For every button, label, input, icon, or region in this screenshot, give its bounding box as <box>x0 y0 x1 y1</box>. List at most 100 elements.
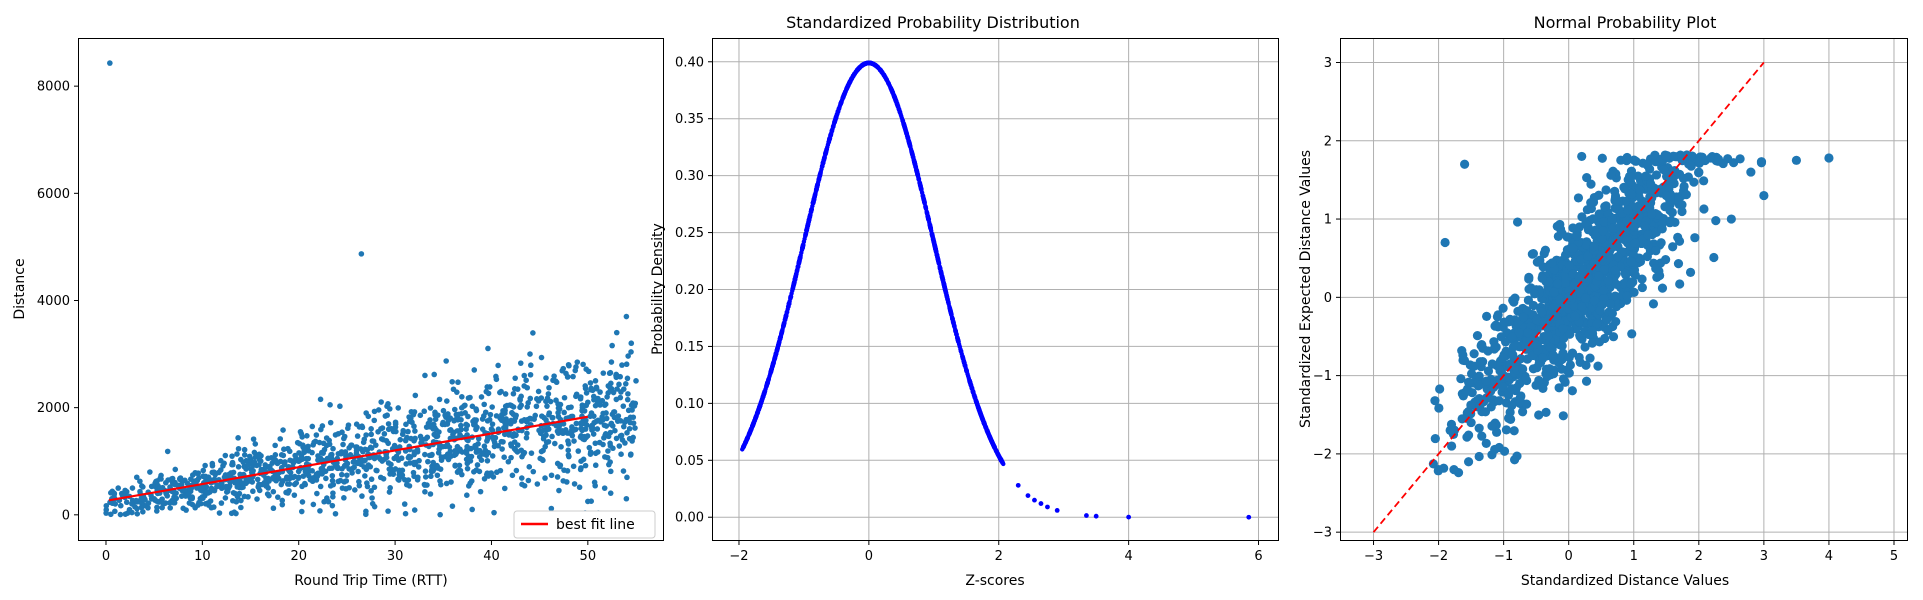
panel2-y-axis-label: Probability Density <box>650 223 666 355</box>
scatter-point <box>377 456 384 463</box>
pdf-tail-point <box>1084 513 1089 518</box>
scatter-point <box>459 394 465 400</box>
scatter-point <box>393 428 399 435</box>
probability-point <box>1599 265 1609 275</box>
scatter-point <box>625 353 631 359</box>
probability-point <box>1699 204 1709 214</box>
probability-point <box>1594 337 1605 347</box>
probability-point <box>1601 185 1611 195</box>
scatter-point <box>112 508 118 515</box>
scatter-point <box>462 410 468 416</box>
scatter-point <box>207 498 214 504</box>
probability-point <box>1433 464 1444 475</box>
probability-point <box>1577 151 1587 162</box>
probability-point <box>1545 342 1555 352</box>
scatter-point <box>305 455 312 462</box>
probability-point <box>1543 330 1554 341</box>
scatter-point <box>430 459 436 466</box>
scatter-point <box>403 421 409 428</box>
scatter-point <box>525 400 531 406</box>
scatter-point <box>231 509 238 516</box>
scatter-point <box>216 510 223 516</box>
scatter-point <box>168 476 175 482</box>
scatter-point <box>484 418 491 424</box>
scatter-point <box>256 487 263 494</box>
scatter-point <box>273 477 279 484</box>
scatter-point <box>299 483 305 490</box>
scatter-point <box>309 449 315 456</box>
scatter-point <box>563 370 569 377</box>
scatter-point <box>422 474 429 480</box>
probability-point <box>1515 396 1526 407</box>
probability-point <box>1487 359 1497 369</box>
probability-point <box>1522 375 1532 386</box>
scatter-point <box>405 477 412 483</box>
y-tick-label: 0.15 <box>675 340 704 355</box>
scatter-point <box>107 60 113 66</box>
scatter-point <box>353 447 360 454</box>
scatter-point <box>341 435 347 442</box>
scatter-point <box>488 426 495 432</box>
scatter-point <box>587 380 594 386</box>
scatter-point <box>457 446 463 452</box>
scatter-point <box>375 407 382 413</box>
probability-point <box>1726 214 1736 224</box>
scatter-point <box>607 468 614 475</box>
scatter-point <box>469 506 475 513</box>
scatter-point <box>624 396 631 403</box>
scatter-point <box>626 416 632 423</box>
scatter-point <box>278 481 285 488</box>
scatter-point <box>171 499 178 506</box>
panel3-x-axis-label: Standardized Distance Values <box>1521 573 1729 589</box>
scatter-point <box>422 372 428 379</box>
scatter-point <box>581 408 588 414</box>
probability-point <box>1567 386 1577 396</box>
scatter-point <box>557 463 563 470</box>
scatter-point <box>458 422 464 429</box>
scatter-point <box>371 417 378 424</box>
scatter-point <box>234 451 240 457</box>
scatter-point <box>348 442 355 448</box>
probability-point <box>1449 465 1459 475</box>
scatter-point <box>381 431 388 437</box>
x-tick-label: −2 <box>1429 549 1448 564</box>
scatter-point <box>230 469 237 476</box>
probability-point <box>1512 451 1522 461</box>
scatter-point <box>538 354 545 361</box>
scatter-point <box>313 432 320 438</box>
scatter-point <box>395 405 402 411</box>
scatter-point <box>624 375 631 382</box>
scatter-point <box>583 366 589 372</box>
scatter-point <box>411 409 418 415</box>
probability-point <box>1580 293 1591 303</box>
scatter-point <box>427 405 434 411</box>
scatter-point <box>368 476 375 483</box>
scatter-point <box>480 413 487 419</box>
probability-point <box>1598 285 1609 295</box>
scatter-point <box>601 485 608 491</box>
scatter-point <box>319 423 326 429</box>
scatter-point <box>332 510 339 517</box>
probability-point <box>1508 349 1518 360</box>
scatter-point <box>476 468 483 475</box>
probability-point <box>1713 154 1723 164</box>
scatter-point <box>428 467 435 473</box>
probability-point <box>1504 413 1514 423</box>
probability-point <box>1626 257 1636 267</box>
scatter-point <box>444 398 450 404</box>
pdf-tail-point <box>1045 504 1050 510</box>
x-tick-label: 0 <box>865 549 873 564</box>
x-tick-label: 50 <box>580 549 597 564</box>
probability-point <box>1547 258 1557 268</box>
scatter-point <box>147 469 153 475</box>
probability-point <box>1524 274 1534 284</box>
probability-point <box>1466 417 1476 428</box>
scatter-point <box>151 495 157 502</box>
scatter-point <box>614 386 620 392</box>
scatter-point <box>202 473 209 480</box>
scatter-point <box>247 477 254 483</box>
probability-point <box>1572 231 1582 241</box>
scatter-point <box>540 427 547 434</box>
probability-point <box>1496 332 1506 342</box>
scatter-point <box>272 442 278 449</box>
